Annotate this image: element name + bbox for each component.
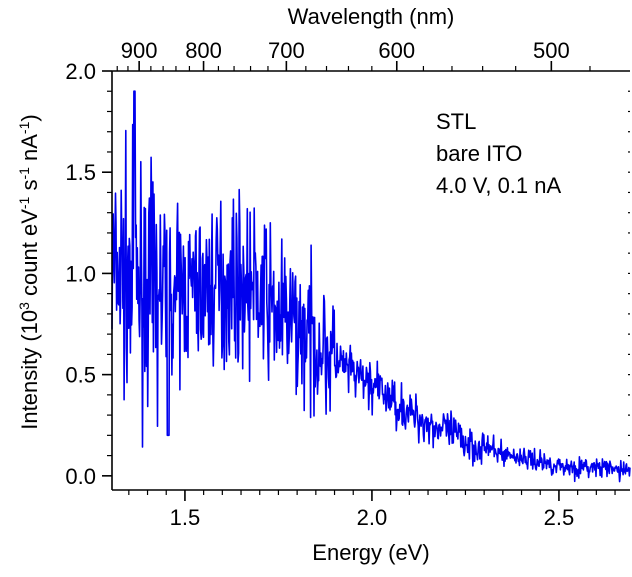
y-axis-title-part: -1: [16, 167, 32, 180]
y-axis-title-part: -1: [16, 121, 32, 134]
annotation-line: bare ITO: [436, 141, 522, 166]
top-axis-title: Wavelength (nm): [288, 4, 455, 29]
y-axis-title-part: ): [17, 114, 42, 121]
y-axis-title-part: 3: [16, 302, 32, 310]
spectrum-line: [111, 90, 631, 483]
x-tick-label: 2.5: [544, 505, 575, 530]
top-tick-label: 700: [268, 38, 305, 63]
y-tick-label: 1.0: [65, 261, 96, 286]
annotation-line: 4.0 V, 0.1 nA: [436, 173, 562, 198]
y-tick-label: 1.5: [65, 160, 96, 185]
y-axis-title-part: s: [17, 180, 42, 197]
x-tick-label: 2.0: [357, 505, 388, 530]
y-tick-label: 0.0: [65, 464, 96, 489]
y-axis-title-part: nA: [17, 134, 42, 167]
y-axis-title: Intensity (103 count eV-1 s-1 nA-1): [16, 114, 42, 429]
top-tick-label: 500: [533, 38, 570, 63]
y-axis-title-part: -1: [16, 196, 32, 209]
y-tick-label: 0.5: [65, 363, 96, 388]
top-tick-label: 900: [121, 38, 158, 63]
y-axis-title-part: count eV: [17, 209, 42, 302]
x-axis-title: Energy (eV): [312, 540, 429, 565]
axes: 0.0 0.5 1.0 1.5 2.0 1.5 2.0 2.5 900 800 700 600 500: [65, 38, 630, 530]
top-tick-label: 600: [378, 38, 415, 63]
plot-area: [111, 90, 631, 483]
y-axis-title-part: Intensity (10: [17, 310, 42, 430]
annotation-line: STL: [436, 109, 476, 134]
y-tick-label: 2.0: [65, 59, 96, 84]
annotation: STL bare ITO 4.0 V, 0.1 nA: [436, 109, 562, 198]
top-tick-label: 800: [185, 38, 222, 63]
x-tick-label: 1.5: [170, 505, 201, 530]
